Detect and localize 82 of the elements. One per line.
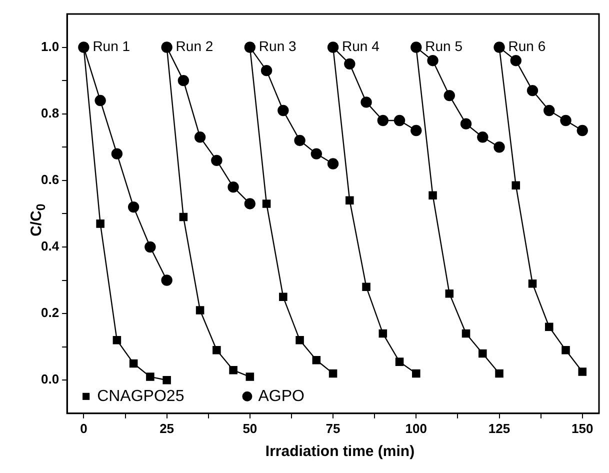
- x-tick-label: 75: [326, 420, 340, 436]
- point: [296, 336, 304, 344]
- point: [494, 142, 505, 153]
- point: [328, 369, 338, 378]
- y-tick-label: 0.4: [40, 238, 60, 254]
- point: [310, 148, 322, 160]
- point: [544, 322, 554, 331]
- x-tick-label: 0: [80, 420, 88, 436]
- point: [260, 64, 272, 76]
- point: [278, 104, 289, 116]
- point: [96, 220, 104, 228]
- point: [510, 54, 522, 66]
- point: [578, 368, 587, 376]
- point: [410, 124, 422, 136]
- point: [111, 148, 123, 160]
- legend-label: CNAGPO25: [97, 388, 184, 405]
- annotation: Run 5: [425, 38, 463, 54]
- point: [528, 279, 537, 288]
- point: [362, 282, 370, 292]
- point: [161, 274, 172, 286]
- point: [360, 96, 372, 108]
- point: [495, 369, 504, 378]
- legend-label: AGPO: [258, 388, 304, 405]
- point: [112, 336, 122, 344]
- point: [229, 366, 238, 374]
- annotation: Run 3: [258, 38, 296, 54]
- annotation: Run 4: [342, 38, 380, 54]
- point: [178, 74, 190, 86]
- point: [94, 94, 106, 106]
- point: [462, 329, 470, 338]
- y-tick-label: 0.6: [40, 172, 60, 187]
- point: [562, 346, 570, 354]
- x-tick-label: 100: [405, 420, 427, 436]
- y-tick-label: 0.2: [40, 305, 60, 320]
- x-axis-title: Irradiation time (min): [264, 443, 416, 460]
- point: [444, 90, 455, 102]
- point: [377, 114, 389, 126]
- point: [394, 114, 406, 126]
- point: [395, 358, 404, 366]
- point: [146, 372, 154, 381]
- point: [212, 346, 221, 354]
- point: [128, 201, 140, 213]
- point: [344, 58, 356, 70]
- point: [162, 376, 171, 384]
- point: [576, 124, 588, 136]
- point: [428, 191, 437, 200]
- point: [246, 372, 254, 381]
- point: [144, 241, 156, 253]
- annotation: Run 1: [92, 38, 130, 54]
- point: [378, 329, 388, 338]
- x-tick-label: 25: [160, 420, 174, 436]
- point: [312, 356, 321, 364]
- point: [478, 349, 487, 358]
- y-tick-label: 0.0: [40, 372, 60, 387]
- point: [196, 306, 204, 314]
- point: [211, 154, 222, 166]
- point: [560, 114, 572, 126]
- x-tick-label: 50: [242, 420, 258, 436]
- point: [294, 134, 306, 146]
- point: [228, 181, 239, 193]
- y-tick-label: 1.0: [40, 38, 60, 54]
- point: [460, 118, 472, 130]
- point: [262, 200, 271, 208]
- annotation: Run 2: [176, 38, 214, 54]
- point: [279, 292, 288, 302]
- point: [129, 359, 138, 368]
- point: [244, 198, 256, 210]
- point: [512, 181, 520, 190]
- x-tick-label: 150: [572, 420, 594, 436]
- point: [445, 289, 454, 298]
- point: [327, 158, 339, 170]
- point: [179, 212, 188, 222]
- x-tick-label: 125: [488, 420, 510, 436]
- y-tick-label: 0.8: [40, 105, 60, 120]
- point: [194, 132, 206, 143]
- point: [346, 196, 354, 205]
- point: [477, 132, 488, 143]
- point: [526, 84, 538, 96]
- annotation: Run 6: [508, 38, 546, 54]
- point: [412, 369, 420, 378]
- point: [427, 54, 438, 66]
- point: [544, 104, 555, 116]
